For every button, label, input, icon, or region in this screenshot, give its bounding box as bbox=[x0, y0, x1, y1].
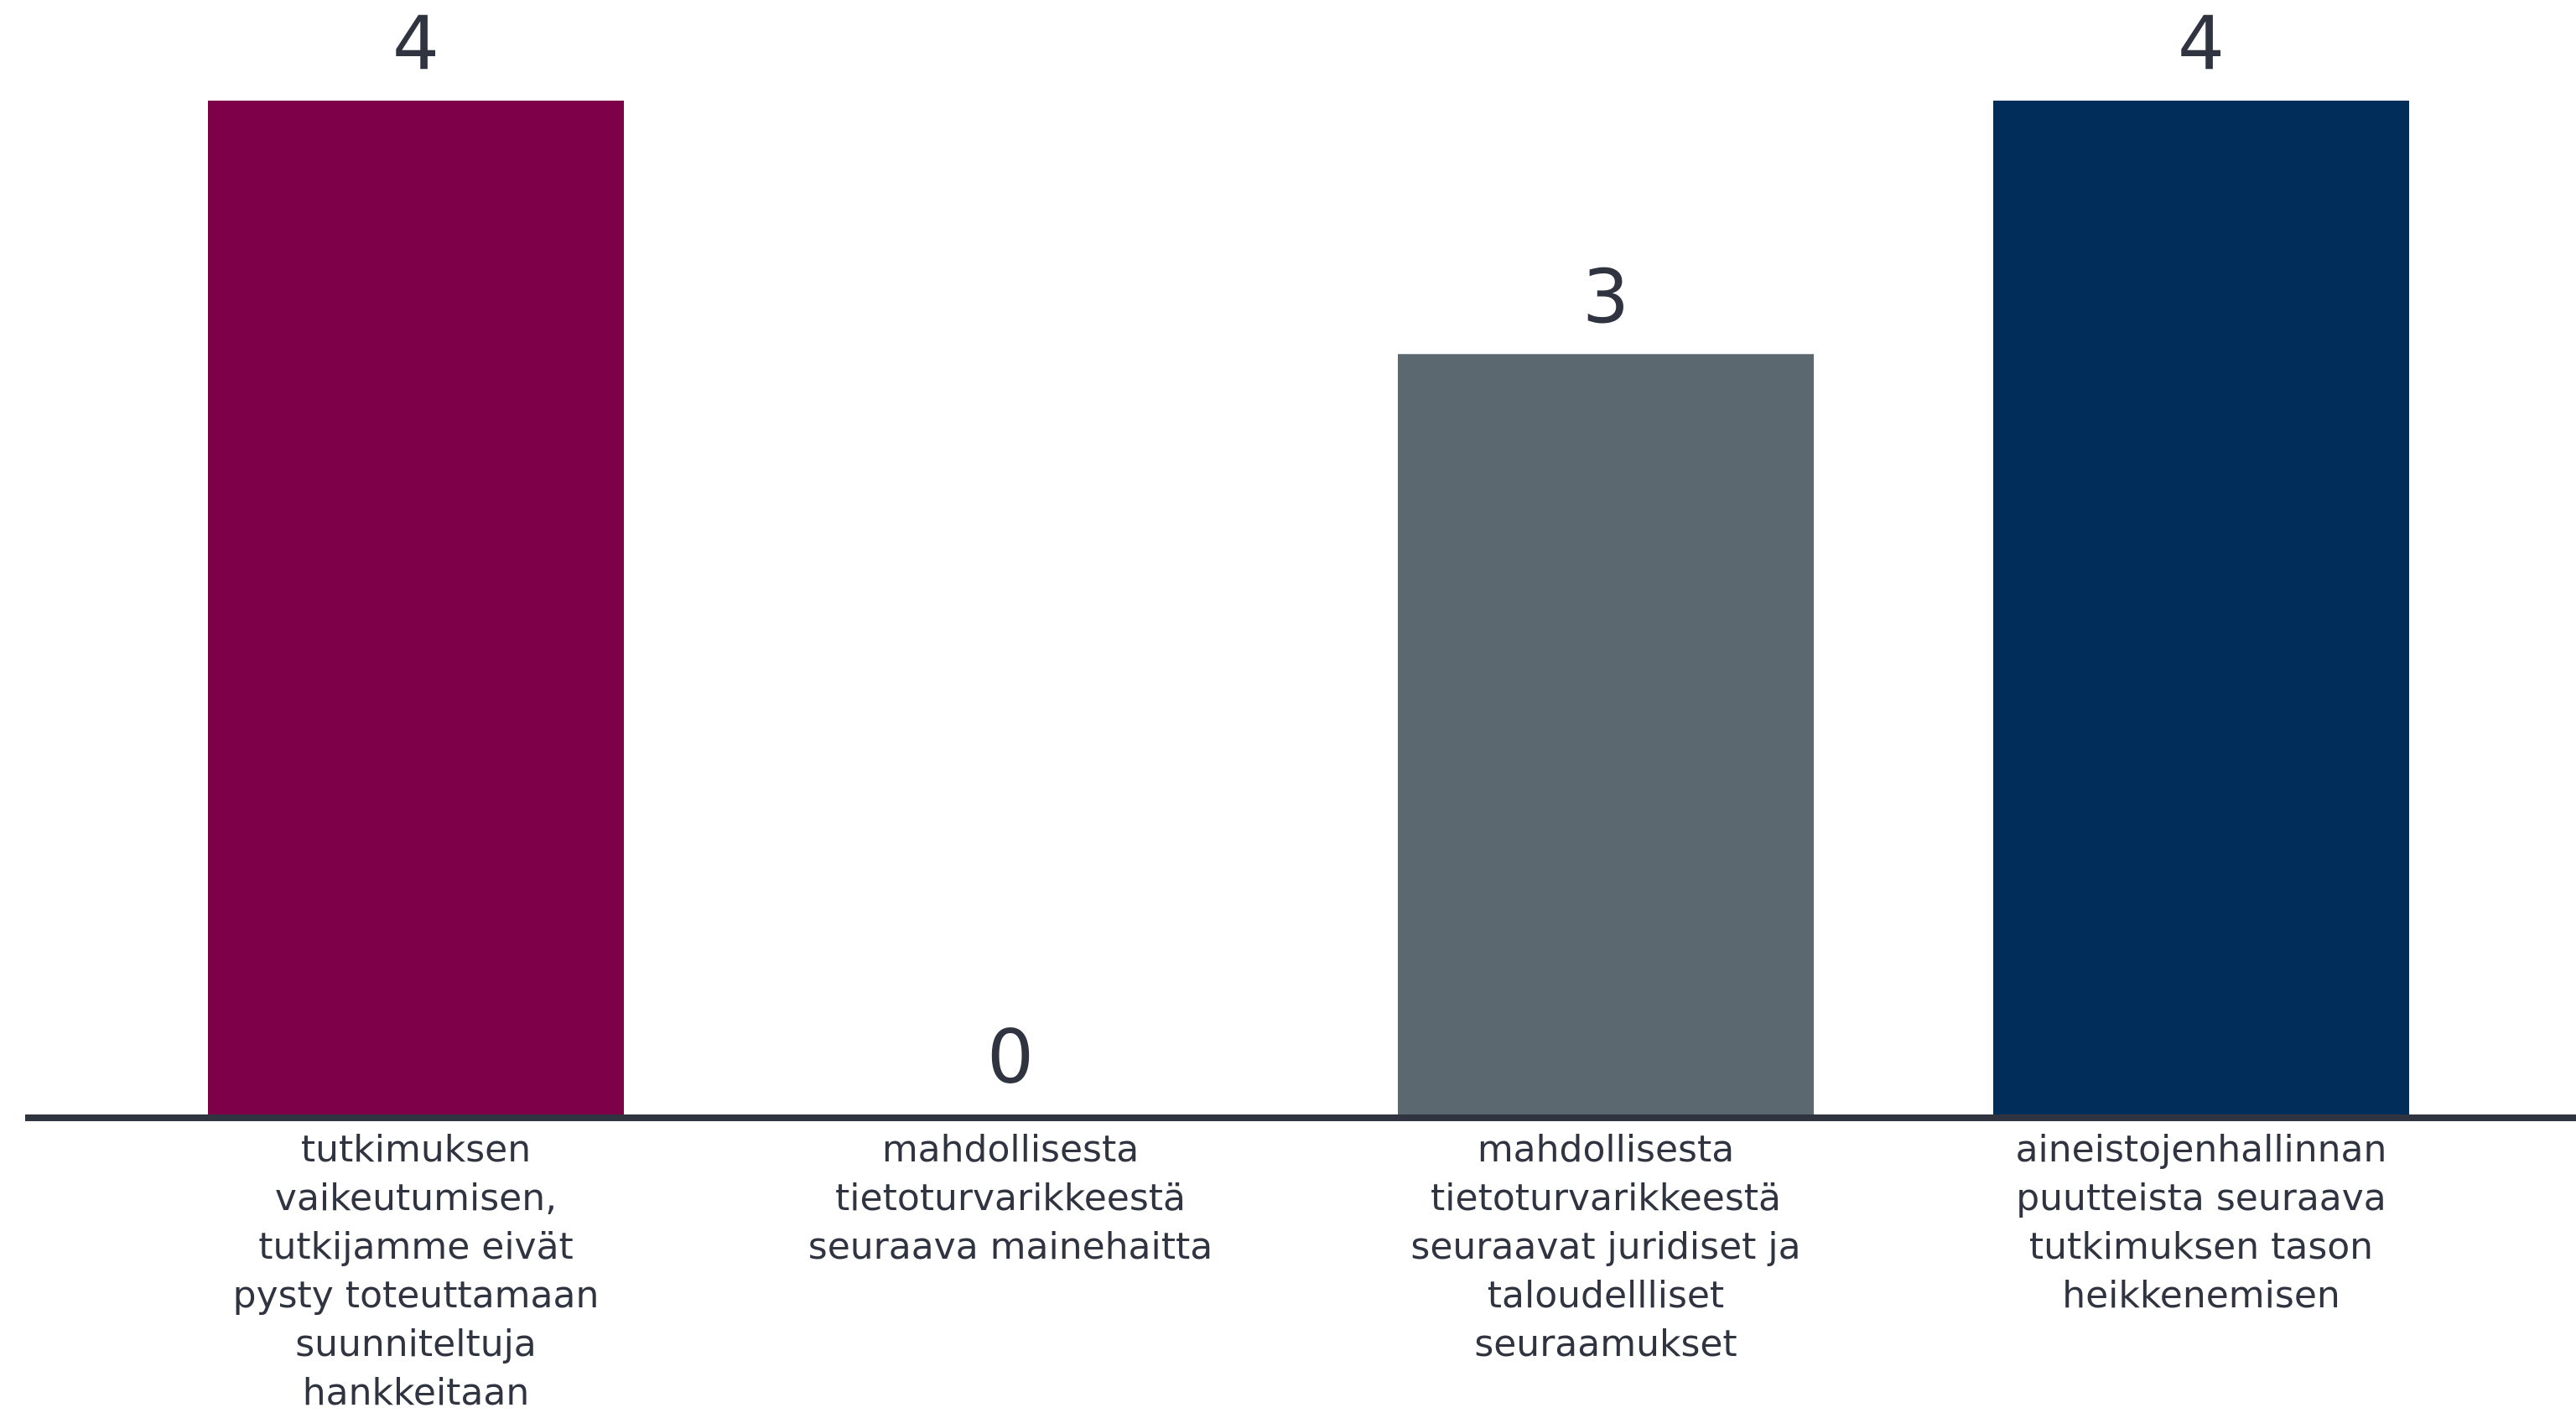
category-label-line: seuraava mainehaitta bbox=[808, 1225, 1213, 1268]
category-label-line: tutkijamme eivät bbox=[258, 1225, 574, 1268]
data-label-2: 0 bbox=[987, 1014, 1034, 1100]
category-label-line: tutkimuksen bbox=[301, 1128, 531, 1171]
data-label-3: 3 bbox=[1582, 253, 1629, 340]
category-label-line: mahdollisesta bbox=[1478, 1128, 1734, 1171]
category-label-line: pysty toteuttamaan bbox=[233, 1274, 600, 1317]
category-label-line: tietoturvarikkeestä bbox=[835, 1177, 1186, 1219]
category-label-line: heikkenemisen bbox=[2062, 1274, 2340, 1317]
value-labels-layer: 4 0 3 4 bbox=[392, 0, 2225, 1100]
data-label-1: 4 bbox=[392, 0, 439, 86]
category-labels-layer: tutkimuksen vaikeutumisen, tutkijamme eivä… bbox=[233, 1128, 2387, 1413]
bar-3 bbox=[1398, 354, 1814, 1114]
category-label-line: tutkimuksen tason bbox=[2029, 1225, 2373, 1268]
category-label-1: tutkimuksen vaikeutumisen, tutkijamme eivä… bbox=[233, 1128, 600, 1413]
category-label-line: mahdollisesta bbox=[882, 1128, 1139, 1171]
category-label-line: vaikeutumisen, bbox=[275, 1177, 557, 1219]
category-label-3: mahdollisesta tietoturvarikkeestä seuraava… bbox=[1410, 1128, 1800, 1365]
category-label-4: aineistojenhallinnan puutteista seuraava t… bbox=[2016, 1128, 2387, 1317]
bar-4 bbox=[1993, 101, 2409, 1114]
data-label-4: 4 bbox=[2178, 0, 2225, 86]
category-label-line: seuraamukset bbox=[1474, 1322, 1737, 1365]
bars-layer bbox=[208, 101, 2409, 1114]
category-label-line: hankkeitaan bbox=[303, 1371, 530, 1413]
category-label-line: puutteista seuraava bbox=[2016, 1177, 2386, 1219]
category-label-line: tietoturvarikkeestä bbox=[1431, 1177, 1781, 1219]
category-label-line: seuraavat juridiset ja bbox=[1410, 1225, 1800, 1268]
category-label-line: suunniteltuja bbox=[295, 1322, 537, 1365]
category-label-line: aineistojenhallinnan bbox=[2016, 1128, 2387, 1171]
category-label-line: taloudellliset bbox=[1488, 1274, 1724, 1317]
category-label-2: mahdollisesta tietoturvarikkeestä seuraava… bbox=[808, 1128, 1213, 1268]
bar-1 bbox=[208, 101, 624, 1114]
